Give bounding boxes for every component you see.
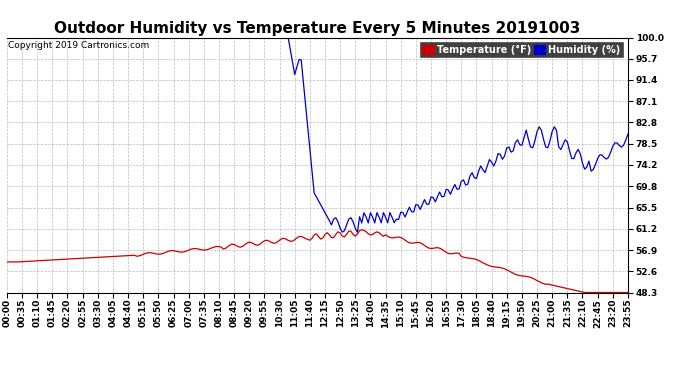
Title: Outdoor Humidity vs Temperature Every 5 Minutes 20191003: Outdoor Humidity vs Temperature Every 5 … <box>55 21 580 36</box>
Legend: Temperature (°F), Humidity (%): Temperature (°F), Humidity (%) <box>420 42 623 57</box>
Text: Copyright 2019 Cartronics.com: Copyright 2019 Cartronics.com <box>8 41 149 50</box>
